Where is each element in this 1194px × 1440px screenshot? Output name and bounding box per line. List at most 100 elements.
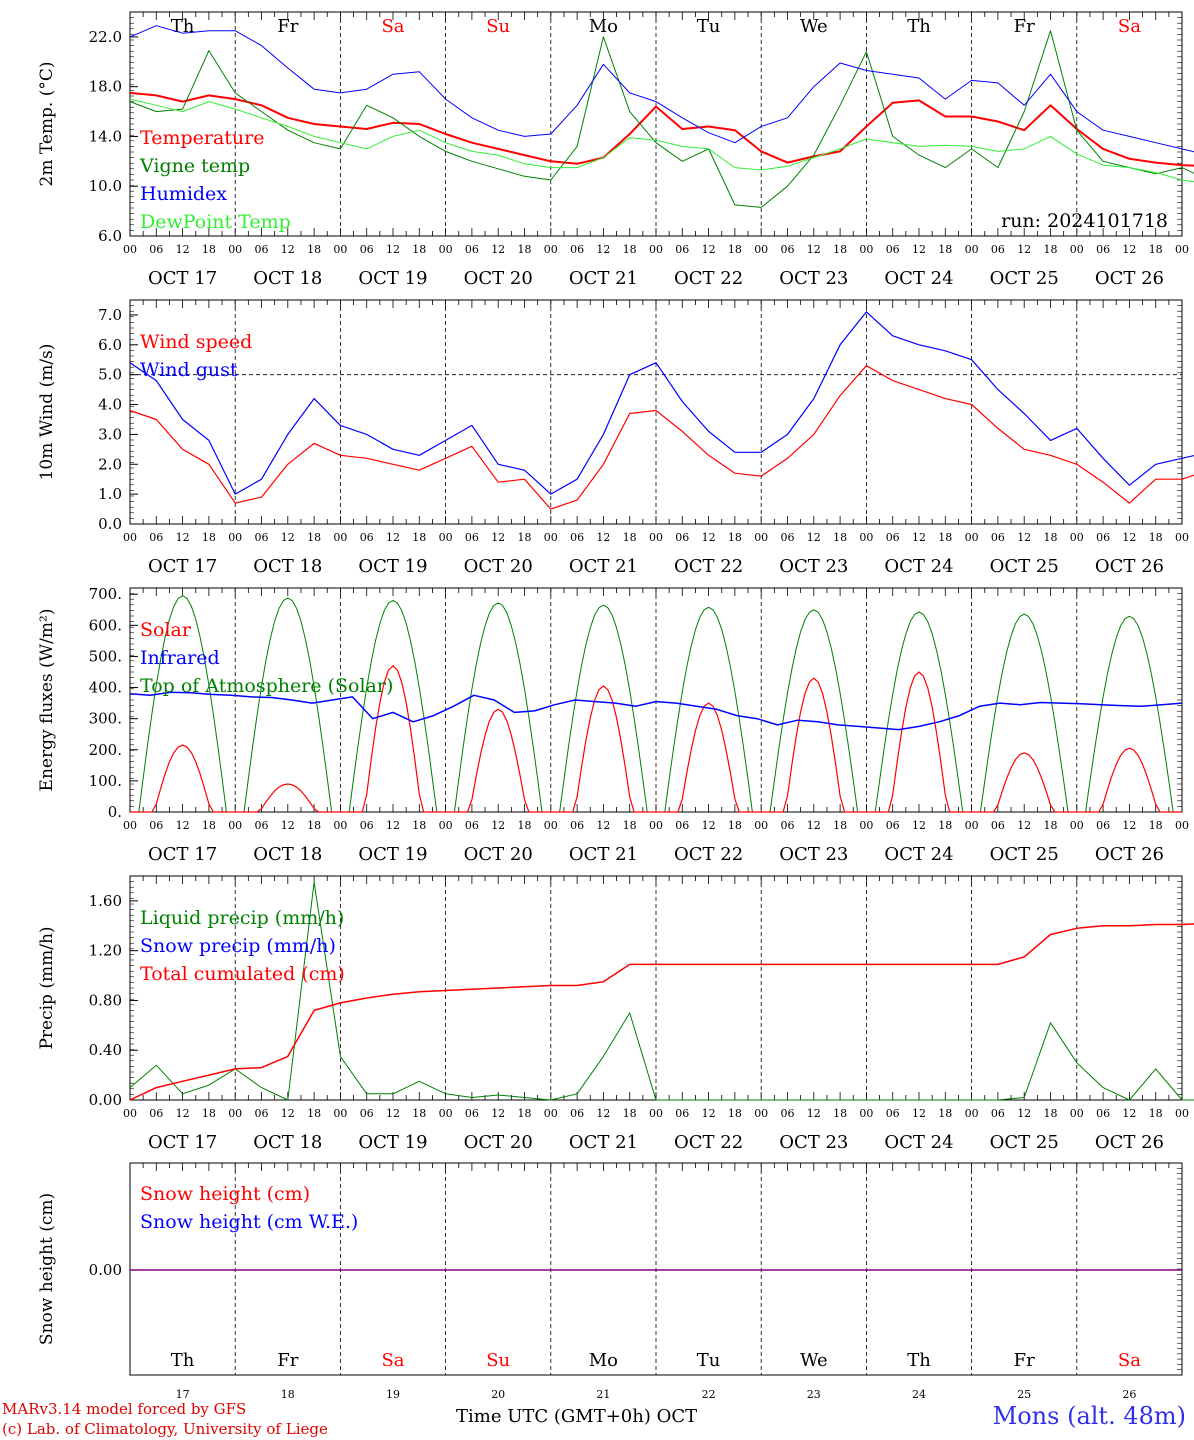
hour-tick-label: 00 — [965, 819, 979, 832]
date-label: OCT 22 — [674, 844, 743, 865]
day-number-label: 20 — [491, 1388, 505, 1401]
hour-tick-label: 12 — [1017, 1107, 1031, 1120]
date-label: OCT 18 — [253, 556, 322, 577]
hour-tick-label: 12 — [912, 1107, 926, 1120]
panel-1: 00 06 12 18 OCT 17 00 06 12 18 OCT 18 00 06 12 18 OCT … — [123, 11, 1189, 289]
y-tick-label: 22.0 — [89, 28, 122, 46]
hour-tick-label: 06 — [1096, 531, 1110, 544]
hour-tick-label: 06 — [991, 243, 1005, 256]
hour-tick-label: 00 — [859, 1107, 873, 1120]
hour-tick-label: 00 — [754, 819, 768, 832]
hour-tick-label: 18 — [307, 243, 321, 256]
hour-tick-label: 00 — [333, 531, 347, 544]
hour-tick-label: 06 — [886, 531, 900, 544]
hour-tick-label: 18 — [518, 531, 532, 544]
series-line — [129, 311, 1194, 495]
hour-tick-label: 00 — [859, 243, 873, 256]
hour-tick-label: 06 — [1096, 819, 1110, 832]
hour-tick-label: 00 — [1175, 531, 1189, 544]
hour-tick-label: 06 — [360, 1107, 374, 1120]
hour-tick-label: 12 — [912, 531, 926, 544]
y-tick-label: 0.80 — [89, 991, 122, 1009]
hour-tick-label: 12 — [1122, 243, 1136, 256]
hour-tick-label: 12 — [386, 819, 400, 832]
hour-tick-label: 18 — [1044, 1107, 1058, 1120]
legend-entry: Snow precip (mm/h) — [140, 935, 336, 957]
hour-tick-label: 00 — [1070, 243, 1084, 256]
weekday-label: Th — [171, 1350, 195, 1371]
hour-tick-label: 18 — [833, 819, 847, 832]
date-label: OCT 18 — [253, 1132, 322, 1153]
hour-tick-label: 06 — [149, 531, 163, 544]
hour-tick-label: 12 — [281, 1107, 295, 1120]
hour-tick-label: 18 — [1149, 819, 1163, 832]
date-label: OCT 18 — [253, 844, 322, 865]
hour-tick-label: 00 — [439, 1107, 453, 1120]
weekday-label: Sa — [1118, 1350, 1141, 1371]
date-label: OCT 23 — [779, 1132, 848, 1153]
day-number-label: 25 — [1017, 1388, 1031, 1401]
credit-line-model: MARv3.14 model forced by GFS — [2, 1400, 247, 1418]
y-tick-label: 0. — [108, 803, 122, 821]
date-label: OCT 21 — [569, 1132, 638, 1153]
hour-tick-label: 18 — [938, 1107, 952, 1120]
hour-tick-label: 06 — [675, 1107, 689, 1120]
weekday-label: We — [800, 16, 828, 37]
hour-tick-label: 18 — [833, 1107, 847, 1120]
day-number-label: 24 — [912, 1388, 926, 1401]
hour-tick-label: 06 — [465, 243, 479, 256]
hour-tick-label: 18 — [202, 819, 216, 832]
date-label: OCT 24 — [884, 556, 953, 577]
hour-tick-label: 18 — [412, 819, 426, 832]
date-label: OCT 22 — [674, 1132, 743, 1153]
hour-tick-label: 12 — [596, 819, 610, 832]
date-label: OCT 19 — [358, 556, 427, 577]
weekday-label: Fr — [277, 1350, 298, 1371]
hour-tick-label: 00 — [859, 819, 873, 832]
weekday-label: Sa — [381, 1350, 404, 1371]
hour-tick-label: 00 — [1070, 1107, 1084, 1120]
hour-tick-label: 00 — [544, 531, 558, 544]
hour-tick-label: 00 — [439, 531, 453, 544]
hour-tick-label: 00 — [228, 819, 242, 832]
y-tick-label: 6.0 — [98, 227, 122, 245]
date-label: OCT 26 — [1095, 556, 1164, 577]
y-tick-label: 600. — [89, 616, 122, 634]
hour-tick-label: 12 — [1122, 531, 1136, 544]
legend-entry: Infrared — [140, 647, 220, 669]
hour-tick-label: 06 — [1096, 1107, 1110, 1120]
weekday-label: Th — [907, 1350, 931, 1371]
legend-entry: Wind speed — [140, 331, 252, 353]
hour-tick-label: 00 — [333, 243, 347, 256]
y-axis-label: Precip (mm/h) — [37, 926, 57, 1049]
day-number-label: 21 — [596, 1388, 610, 1401]
date-label: OCT 20 — [464, 268, 533, 289]
hour-tick-label: 18 — [1044, 531, 1058, 544]
y-axis-label: 10m Wind (m/s) — [37, 344, 57, 481]
hour-tick-label: 18 — [307, 531, 321, 544]
legend-entry: Liquid precip (mm/h) — [140, 907, 344, 929]
hour-tick-label: 12 — [491, 1107, 505, 1120]
y-tick-label: 0.40 — [89, 1041, 122, 1059]
y-axis-label: 2m Temp. (°C) — [37, 61, 57, 186]
hour-tick-label: 06 — [255, 531, 269, 544]
hour-tick-label: 12 — [912, 819, 926, 832]
hour-tick-label: 06 — [465, 1107, 479, 1120]
hour-tick-label: 18 — [307, 1107, 321, 1120]
hour-tick-label: 12 — [281, 819, 295, 832]
legend-entry: Solar — [140, 619, 192, 641]
date-label: OCT 20 — [464, 844, 533, 865]
hour-tick-label: 12 — [386, 1107, 400, 1120]
date-label: OCT 25 — [990, 844, 1059, 865]
panel-5 — [129, 1162, 1183, 1376]
hour-tick-label: 12 — [1017, 531, 1031, 544]
hour-tick-label: 06 — [781, 1107, 795, 1120]
hour-tick-label: 12 — [1017, 819, 1031, 832]
y-tick-label: 18.0 — [89, 78, 122, 96]
y-tick-label: 300. — [89, 710, 122, 728]
hour-tick-label: 18 — [412, 531, 426, 544]
weekday-label: Mo — [589, 1350, 618, 1371]
hour-tick-label: 06 — [675, 243, 689, 256]
hour-tick-label: 00 — [754, 1107, 768, 1120]
date-label: OCT 19 — [358, 844, 427, 865]
